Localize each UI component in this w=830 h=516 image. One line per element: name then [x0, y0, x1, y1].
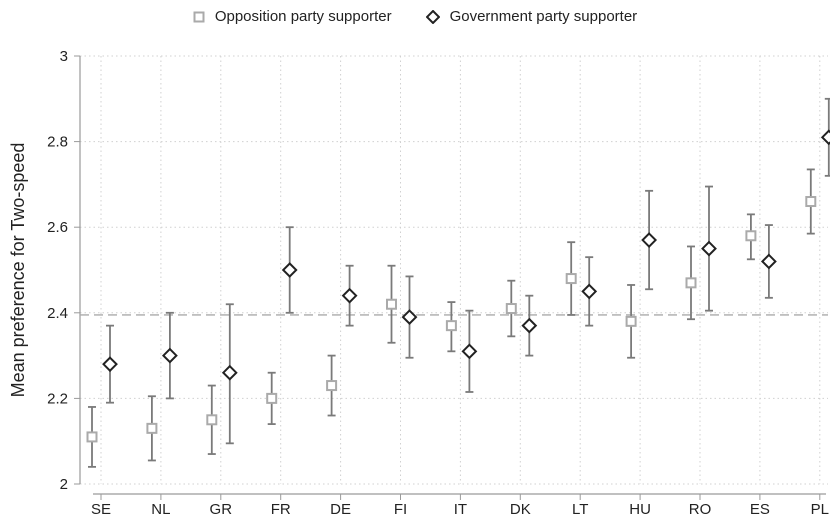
y-tick-label: 2.6 [47, 219, 68, 236]
government-point [281, 262, 298, 278]
opposition-point [445, 320, 457, 332]
government-point [581, 283, 598, 300]
x-tick-label: GR [210, 501, 233, 516]
opposition-point [386, 298, 397, 310]
y-tick-label: 2.2 [47, 390, 68, 407]
opposition-point [146, 422, 158, 434]
government-point [521, 317, 538, 334]
x-tick-label: FR [271, 501, 291, 516]
government-point [221, 364, 238, 381]
x-tick-label: FI [394, 501, 407, 516]
diamond-marker-icon [425, 9, 440, 24]
opposition-point [805, 196, 817, 208]
x-tick-label: HU [629, 501, 651, 516]
x-tick-label: ES [750, 501, 770, 516]
x-tick-label: DK [510, 501, 531, 516]
government-point [341, 287, 358, 304]
x-tick-label: LT [572, 501, 588, 516]
opposition-point [565, 273, 577, 285]
x-tick-label: DE [330, 501, 351, 516]
government-point [161, 347, 178, 364]
x-tick-label: SE [91, 501, 111, 516]
square-marker-icon [193, 11, 205, 22]
x-tick-label: PL [811, 501, 829, 516]
x-tick-label: NL [151, 501, 170, 516]
government-point [461, 343, 478, 360]
legend-label-government: Government party supporter [449, 8, 638, 25]
opposition-point [685, 277, 697, 289]
opposition-point [326, 380, 338, 392]
y-tick-label: 2 [60, 476, 68, 493]
opposition-point [206, 414, 218, 426]
y-axis-label: Mean preference for Two-speed [8, 143, 28, 398]
legend-label-opposition: Opposition party supporter [214, 8, 392, 25]
legend: Opposition party supporter Government pa… [0, 8, 830, 25]
legend-item-government: Government party supporter [425, 8, 638, 25]
legend-item-opposition: Opposition party supporter [193, 8, 392, 25]
x-tick-label: RO [689, 501, 712, 516]
government-point [701, 240, 717, 257]
opposition-point [86, 431, 98, 443]
government-point [102, 356, 118, 373]
y-tick-label: 2.4 [47, 305, 68, 322]
government-point [401, 309, 418, 325]
opposition-point [505, 303, 517, 315]
opposition-point [625, 315, 637, 327]
x-tick-label: IT [454, 501, 467, 516]
y-tick-label: 2.8 [47, 134, 68, 151]
government-point [641, 232, 658, 248]
y-tick-label: 3 [60, 48, 68, 65]
government-point [760, 253, 777, 270]
opposition-point [266, 392, 278, 404]
opposition-point [745, 230, 757, 242]
government-point [820, 129, 830, 146]
